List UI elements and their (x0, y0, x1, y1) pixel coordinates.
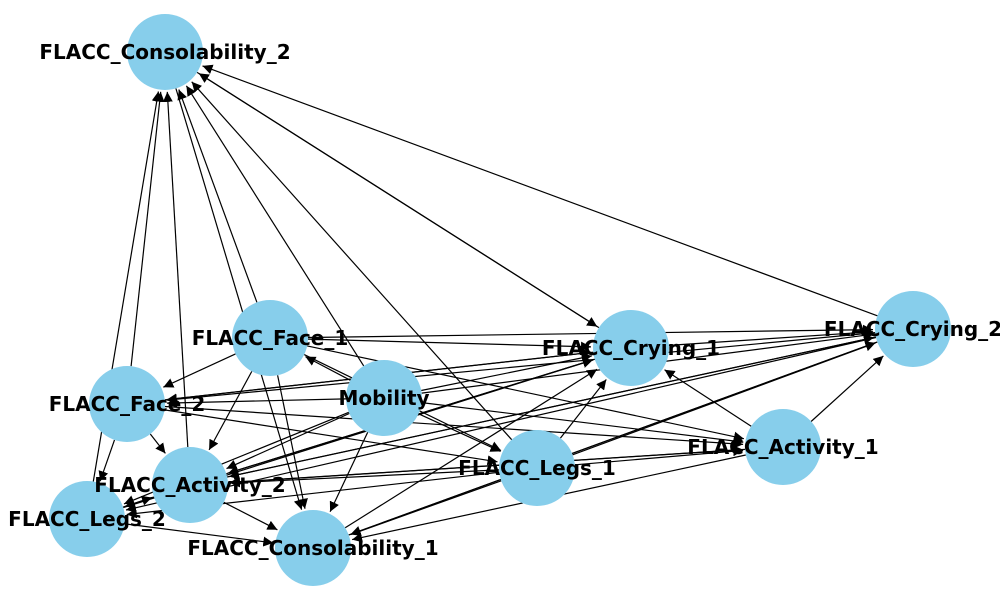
node-label-flacc-activity-2: FLACC_Activity_2 (94, 473, 285, 497)
node-label-mobility: Mobility (338, 386, 429, 410)
edge-mobility-to-flacc-face-2 (166, 397, 347, 408)
edge-flacc-face-1-to-flacc-consolability-1 (277, 375, 308, 509)
edge-mobility-to-flacc-activity-2 (226, 412, 350, 470)
edge-flacc-activity-2-to-flacc-consolability-1 (223, 501, 278, 531)
node-label-flacc-consolability-2: FLACC_Consolability_2 (39, 40, 290, 64)
node-flacc-legs-2 (49, 481, 125, 557)
edge-flacc-activity-2-to-flacc-crying-2 (226, 334, 875, 478)
edge-flacc-face-1-to-flacc-crying-1 (307, 338, 592, 352)
edge-mobility-to-flacc-consolability-1 (329, 432, 369, 513)
node-flacc-crying-1 (593, 310, 669, 386)
edge-flacc-face-2-to-flacc-legs-1 (164, 409, 498, 466)
node-flacc-crying-2 (875, 291, 951, 367)
node-flacc-activity-2 (152, 447, 228, 523)
edge-flacc-face-1-to-flacc-crying-2 (307, 324, 874, 339)
nodes-layer (49, 14, 951, 586)
edge-flacc-consolability-2-to-flacc-consolability-1 (175, 88, 304, 510)
edge-flacc-crying-1-to-flacc-crying-2 (668, 327, 874, 346)
edge-flacc-activity-1-to-flacc-crying-2 (810, 355, 884, 422)
node-label-flacc-face-2: FLACC_Face_2 (49, 392, 206, 416)
labels-layer: FLACC_Consolability_2 FLACC_Face_1 FLACC_C… (8, 40, 1000, 560)
edge-flacc-face-2-to-flacc-legs-2 (98, 439, 116, 482)
edge-flacc-legs-2-to-flacc-consolability-1 (124, 523, 274, 547)
node-flacc-consolability-1 (275, 510, 351, 586)
edge-flacc-consolability-1-to-flacc-crying-1 (344, 368, 598, 529)
edge-flacc-face-2-to-flacc-consolability-2 (130, 91, 165, 367)
edge-flacc-legs-1-to-flacc-crying-1 (559, 379, 607, 439)
edge-flacc-crying-2-to-flacc-face-2 (166, 332, 876, 405)
edge-mobility-to-flacc-crying-1 (421, 352, 592, 392)
edges-layer (92, 64, 884, 547)
edge-flacc-face-1-to-flacc-consolability-2 (177, 89, 258, 303)
node-label-flacc-face-1: FLACC_Face_1 (192, 326, 349, 350)
node-flacc-face-2 (89, 366, 165, 442)
edge-mobility-to-flacc-legs-1 (418, 413, 501, 452)
node-label-flacc-crying-1: FLACC_Crying_1 (542, 336, 720, 360)
node-flacc-consolability-2 (127, 14, 203, 90)
edge-flacc-activity-1-to-flacc-crying-1 (664, 369, 752, 427)
edge-flacc-legs-2-to-flacc-activity-2 (122, 495, 153, 508)
edge-flacc-face-2-to-flacc-activity-1 (164, 405, 744, 449)
edge-flacc-legs-1-to-flacc-consolability-2 (191, 81, 513, 441)
node-label-flacc-legs-2: FLACC_Legs_2 (8, 507, 166, 531)
edge-flacc-face-2-to-flacc-activity-2 (149, 433, 166, 454)
edge-flacc-activity-2-to-flacc-consolability-2 (162, 91, 189, 448)
edge-mobility-to-flacc-face-1 (305, 356, 351, 381)
node-mobility (346, 360, 422, 436)
node-label-flacc-activity-1: FLACC_Activity_1 (687, 435, 878, 459)
edge-flacc-crying-2-to-flacc-consolability-2 (202, 64, 878, 317)
node-flacc-activity-1 (745, 409, 821, 485)
edge-mobility-to-flacc-activity-1 (421, 402, 744, 446)
node-flacc-legs-1 (499, 430, 575, 506)
edge-flacc-consolability-1-to-flacc-crying-2 (348, 341, 876, 536)
node-label-flacc-consolability-1: FLACC_Consolability_1 (187, 536, 438, 560)
edge-flacc-face-1-to-flacc-face-2 (163, 353, 236, 388)
edge-flacc-legs-1-to-flacc-activity-1 (574, 446, 744, 466)
edge-flacc-activity-2-to-flacc-activity-1 (227, 445, 744, 484)
edge-flacc-consolability-2-to-flacc-crying-1 (196, 71, 598, 328)
node-label-flacc-crying-2: FLACC_Crying_2 (824, 317, 1000, 341)
edge-flacc-legs-1-to-flacc-activity-2 (229, 469, 500, 488)
node-label-flacc-legs-1: FLACC_Legs_1 (458, 456, 616, 480)
node-flacc-face-1 (232, 300, 308, 376)
edge-mobility-to-flacc-consolability-2 (185, 85, 365, 367)
